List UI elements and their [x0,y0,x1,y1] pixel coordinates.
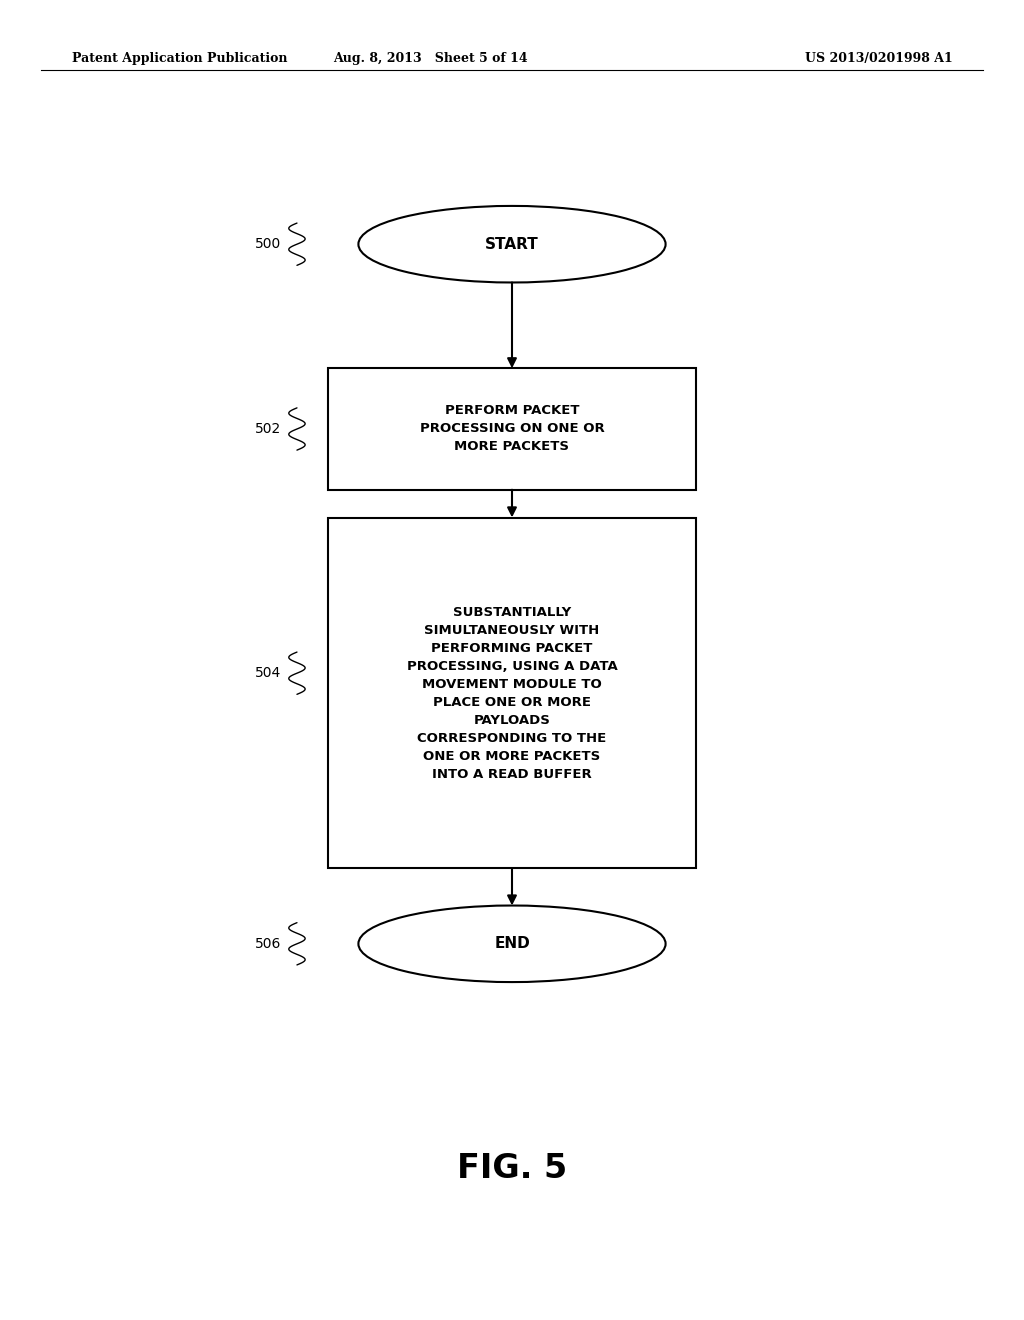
Text: PERFORM PACKET
PROCESSING ON ONE OR
MORE PACKETS: PERFORM PACKET PROCESSING ON ONE OR MORE… [420,404,604,454]
Text: 502: 502 [255,422,282,436]
Bar [328,368,696,490]
Text: Patent Application Publication: Patent Application Publication [72,51,287,65]
Text: START: START [485,236,539,252]
Text: SUBSTANTIALLY
SIMULTANEOUSLY WITH
PERFORMING PACKET
PROCESSING, USING A DATA
MOV: SUBSTANTIALLY SIMULTANEOUSLY WITH PERFOR… [407,606,617,780]
Text: Aug. 8, 2013   Sheet 5 of 14: Aug. 8, 2013 Sheet 5 of 14 [333,51,527,65]
Text: US 2013/0201998 A1: US 2013/0201998 A1 [805,51,952,65]
Text: 504: 504 [255,667,282,680]
Text: FIG. 5: FIG. 5 [457,1151,567,1185]
Text: 506: 506 [255,937,282,950]
Bar [328,519,696,869]
Text: 500: 500 [255,238,282,251]
Text: END: END [495,936,529,952]
